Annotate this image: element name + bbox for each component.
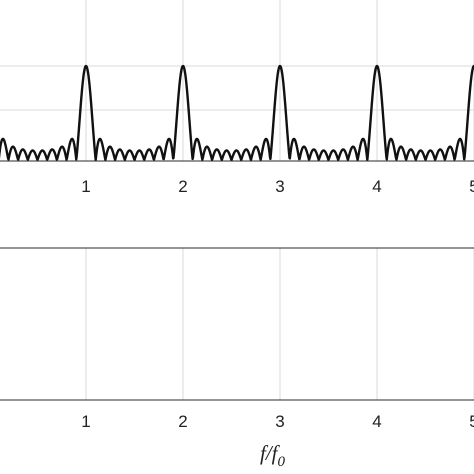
bottom-grid [85,248,474,400]
x-tick-label: 1 [81,412,90,431]
top-grid [0,0,474,161]
x-tick-label: 1 [81,177,90,196]
x-tick-label: 5 [469,177,474,196]
x-tick-label: 4 [372,177,381,196]
bottom-axes-box [0,247,474,401]
x-tick-label: 3 [275,412,284,431]
top-x-tick-labels: 1 2 3 4 5 [81,177,474,196]
bottom-phase-plot: 1 2 3 4 5 [0,247,474,431]
x-axis-label: f/f0 [260,441,286,470]
top-axes-box [0,160,474,162]
top-magnitude-plot: 1 2 3 4 5 [0,0,474,196]
bottom-x-tick-labels: 1 2 3 4 5 [81,412,474,431]
x-tick-label: 2 [178,177,187,196]
x-tick-label: 3 [275,177,284,196]
x-tick-label: 5 [469,412,474,431]
x-tick-label: 4 [372,412,381,431]
top-magnitude-series-line [0,64,474,162]
x-tick-label: 2 [178,412,187,431]
